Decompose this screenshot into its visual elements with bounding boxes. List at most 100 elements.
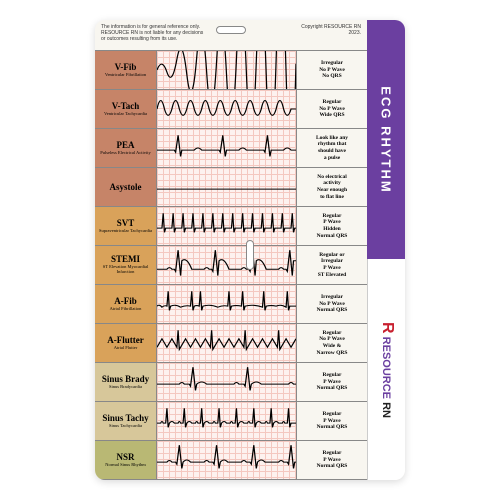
rhythm-row: NSRNormal Sinus Rhythm RegularP WaveNorma… <box>95 440 367 480</box>
rhythm-description: RegularP WaveNormal QRS <box>297 441 367 479</box>
rhythm-fullname: Atrial Fibrillation <box>110 307 142 312</box>
rhythm-fullname: Sinus Tachycardia <box>109 424 142 429</box>
desc-line: Normal QRS <box>317 307 348 314</box>
rhythm-label: V-FibVentricular Fibrillation <box>95 51 157 89</box>
rhythm-row: A-FlutterAtrial Flutter RegularNo P WaveW… <box>95 323 367 362</box>
card-header: The information is for general reference… <box>95 20 367 50</box>
rhythm-description: RegularP WaveNormal QRS <box>297 402 367 440</box>
rhythm-abbrev: V-Tach <box>112 102 140 111</box>
rhythm-abbrev: STEMI <box>111 255 140 264</box>
brand-word-2: RN <box>380 402 392 418</box>
rhythm-row: V-TachVentricular Tachycardia RegularNo P… <box>95 89 367 128</box>
rhythm-abbrev: A-Flutter <box>107 336 143 345</box>
desc-line: Narrow QRS <box>317 350 348 357</box>
rhythm-description: RegularNo P WaveWide QRS <box>297 90 367 128</box>
rhythm-waveform <box>157 207 297 245</box>
rhythm-waveform <box>157 441 297 479</box>
desc-line: Irregular <box>321 258 343 265</box>
desc-line: Wide QRS <box>319 112 344 119</box>
disclaimer-text: The information is for general reference… <box>101 24 205 48</box>
desc-line: activity <box>323 180 340 187</box>
desc-line: Irregular <box>321 294 343 301</box>
rhythm-label: Sinus BradySinus Bradycardia <box>95 363 157 401</box>
card-sidebar: ECG RHYTHM R RESOURCE RN <box>367 20 405 480</box>
rhythm-abbrev: Sinus Tachy <box>102 414 148 423</box>
desc-line: No P Wave <box>319 106 345 113</box>
desc-line: Regular <box>323 330 342 337</box>
rhythm-abbrev: PEA <box>117 141 135 150</box>
desc-line: P Wave <box>323 457 340 464</box>
ecg-reference-card: The information is for general reference… <box>95 20 405 480</box>
desc-line: P Wave <box>323 219 340 226</box>
desc-line: Irregular <box>321 60 343 67</box>
desc-line: Regular <box>323 372 342 379</box>
rhythm-fullname: Sinus Bradycardia <box>109 385 142 390</box>
desc-line: rhythm that <box>318 141 347 148</box>
rhythm-description: IrregularNo P WaveNo QRS <box>297 51 367 89</box>
rhythm-abbrev: A-Fib <box>114 297 137 306</box>
rhythm-waveform <box>157 168 297 206</box>
rhythm-label: A-FibAtrial Fibrillation <box>95 285 157 323</box>
rhythm-row: PEAPulseless Electrical Activity Look lik… <box>95 128 367 167</box>
brand-rx-icon: R <box>379 322 396 334</box>
desc-line: Wide & <box>323 343 341 350</box>
rhythm-waveform <box>157 129 297 167</box>
rhythm-abbrev: SVT <box>117 219 135 228</box>
badge-slot-side <box>246 240 254 270</box>
rhythm-fullname: Ventricular Fibrillation <box>105 73 146 78</box>
rhythm-waveform <box>157 402 297 440</box>
desc-line: should have <box>318 148 346 155</box>
rhythm-description: IrregularNo P WaveNormal QRS <box>297 285 367 323</box>
copyright-text: Copyright RESOURCE RN 2023. <box>299 24 361 48</box>
rhythm-abbrev: V-Fib <box>115 63 137 72</box>
rhythm-waveform <box>157 90 297 128</box>
rhythm-description: Look like anyrhythm thatshould havea pul… <box>297 129 367 167</box>
rhythm-description: No electricalactivityNear enoughto flat … <box>297 168 367 206</box>
desc-line: Look like any <box>316 135 348 142</box>
card-main: The information is for general reference… <box>95 20 367 480</box>
desc-line: Near enough <box>317 187 347 194</box>
desc-line: No P Wave <box>319 336 345 343</box>
brand-word-1: RESOURCE <box>380 336 392 401</box>
rhythm-waveform <box>157 324 297 362</box>
rhythm-label: NSRNormal Sinus Rhythm <box>95 441 157 479</box>
desc-line: Regular <box>323 213 342 220</box>
rhythm-row: V-FibVentricular FibrillationIrregularNo… <box>95 50 367 89</box>
rhythm-fullname: ST Elevation Myocardial Infarction <box>96 265 155 275</box>
rhythm-abbrev: Asystole <box>110 183 142 192</box>
desc-line: Regular or <box>319 252 344 259</box>
sidebar-title-block: ECG RHYTHM <box>367 20 405 259</box>
desc-line: Normal QRS <box>317 233 348 240</box>
desc-line: No electrical <box>317 174 346 181</box>
desc-line: Regular <box>323 450 342 457</box>
badge-slot-top <box>216 26 246 34</box>
rhythm-waveform <box>157 363 297 401</box>
rhythm-waveform <box>157 51 297 89</box>
rhythm-row: SVTSupraventricular Tachycardia RegularP … <box>95 206 367 245</box>
desc-line: No P Wave <box>319 301 345 308</box>
rhythm-waveform <box>157 246 297 284</box>
desc-line: Regular <box>323 99 342 106</box>
desc-line: Regular <box>323 411 342 418</box>
desc-line: No QRS <box>322 73 341 80</box>
rhythm-fullname: Ventricular Tachycardia <box>104 112 147 117</box>
rhythm-description: RegularNo P WaveWide &Narrow QRS <box>297 324 367 362</box>
rhythm-row: Sinus TachySinus Tachycardia RegularP Wav… <box>95 401 367 440</box>
rhythm-row: STEMIST Elevation Myocardial Infarction R… <box>95 245 367 284</box>
brand-logo: R RESOURCE RN <box>378 322 396 418</box>
rhythm-label: V-TachVentricular Tachycardia <box>95 90 157 128</box>
desc-line: P Wave <box>323 418 340 425</box>
rhythm-label: SVTSupraventricular Tachycardia <box>95 207 157 245</box>
rhythm-description: Regular orIrregularP WaveST Elevated <box>297 246 367 284</box>
rhythm-waveform <box>157 285 297 323</box>
rhythm-row: A-FibAtrial Fibrillation IrregularNo P Wa… <box>95 284 367 323</box>
rhythm-table: V-FibVentricular FibrillationIrregularNo… <box>95 50 367 480</box>
rhythm-description: RegularP WaveHiddenNormal QRS <box>297 207 367 245</box>
rhythm-label: PEAPulseless Electrical Activity <box>95 129 157 167</box>
rhythm-fullname: Supraventricular Tachycardia <box>99 229 152 234</box>
rhythm-fullname: Atrial Flutter <box>114 346 138 351</box>
sidebar-title: ECG RHYTHM <box>379 86 394 193</box>
rhythm-label: Asystole <box>95 168 157 206</box>
desc-line: No P Wave <box>319 67 345 74</box>
desc-line: P Wave <box>323 379 340 386</box>
